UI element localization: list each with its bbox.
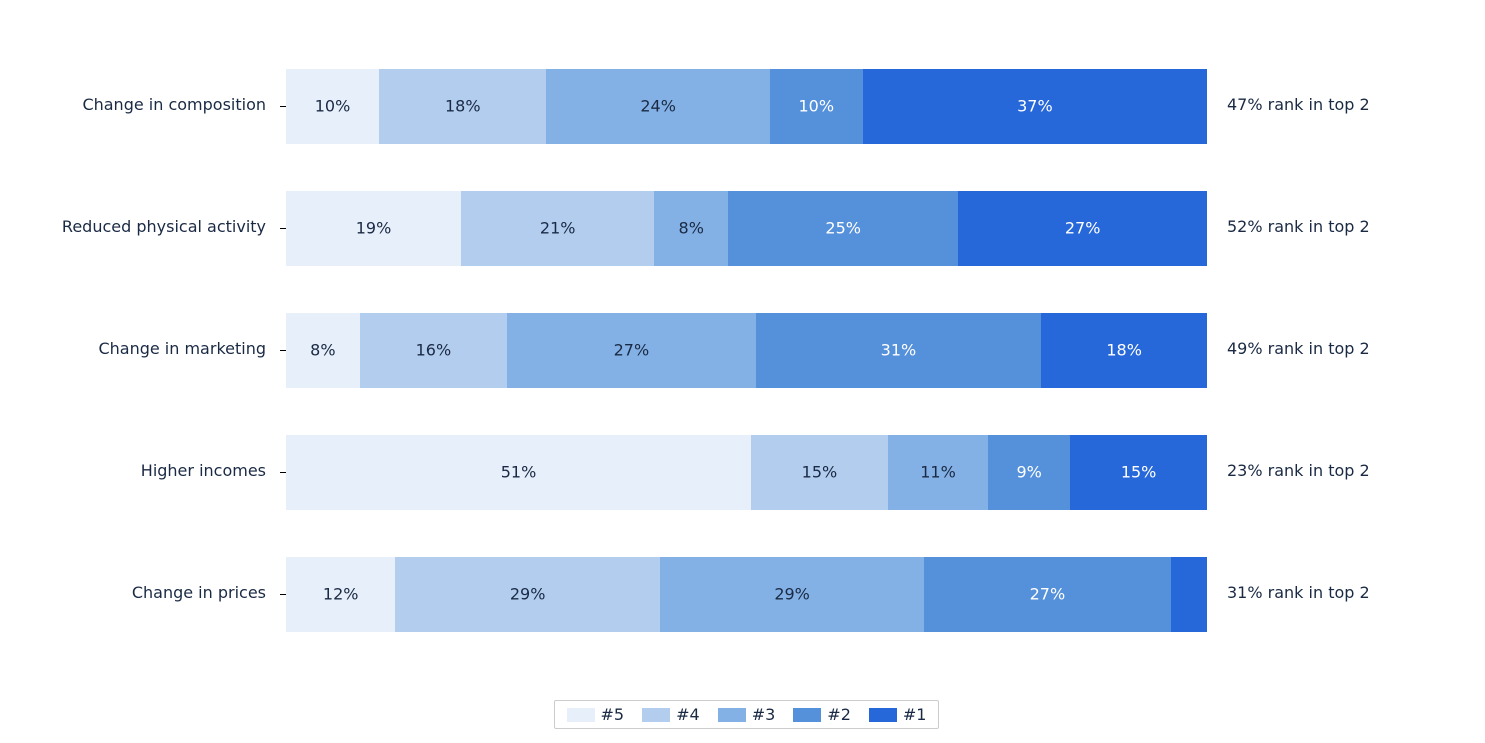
- bar-row: 8% 16% 27% 31% 18%: [286, 313, 1207, 388]
- legend-label: #1: [903, 705, 927, 724]
- segment-value-label: 10%: [798, 97, 834, 116]
- legend-label: #4: [676, 705, 700, 724]
- segment-value-label: 29%: [774, 585, 810, 604]
- segment-value-label: 16%: [416, 341, 452, 360]
- legend-swatch: [793, 708, 821, 722]
- row-annotation: 49% rank in top 2: [1227, 339, 1370, 358]
- y-axis-tick-mark: [280, 594, 286, 595]
- segment-value-label: 21%: [540, 219, 576, 238]
- bar-row: 12% 29% 29% 27%: [286, 557, 1207, 632]
- y-axis-tick-label: Change in composition: [82, 95, 266, 114]
- row-annotation: 31% rank in top 2: [1227, 583, 1370, 602]
- legend-item: #1: [869, 705, 927, 724]
- row-annotation: 52% rank in top 2: [1227, 217, 1370, 236]
- y-axis-tick-mark: [280, 106, 286, 107]
- legend-swatch: [869, 708, 897, 722]
- segment-value-label: 8%: [679, 219, 704, 238]
- legend-swatch: [642, 708, 670, 722]
- segment-value-label: 18%: [1106, 341, 1142, 360]
- legend-item: #3: [718, 705, 776, 724]
- segment-value-label: 11%: [920, 463, 956, 482]
- legend-label: #2: [827, 705, 851, 724]
- segment-value-label: 15%: [1121, 463, 1157, 482]
- segment-value-label: 19%: [356, 219, 392, 238]
- y-axis-tick-label: Change in marketing: [98, 339, 266, 358]
- segment-value-label: 12%: [323, 585, 359, 604]
- segment-value-label: 15%: [802, 463, 838, 482]
- legend-swatch: [567, 708, 595, 722]
- y-axis-tick-label: Reduced physical activity: [62, 217, 266, 236]
- segment-value-label: 18%: [445, 97, 481, 116]
- segment-value-label: 24%: [640, 97, 676, 116]
- legend-item: #2: [793, 705, 851, 724]
- bar-row: 19% 21% 8% 25% 27%: [286, 191, 1207, 266]
- legend-swatch: [718, 708, 746, 722]
- row-annotation: 23% rank in top 2: [1227, 461, 1370, 480]
- segment-value-label: 27%: [614, 341, 650, 360]
- y-axis-tick-label: Change in prices: [132, 583, 266, 602]
- plot-area: 10% 18% 24% 10% 37% 19% 21% 8% 25% 27% 8% 16% 27% 31%…: [286, 45, 1207, 665]
- segment-value-label: 25%: [825, 219, 861, 238]
- stacked-bar-chart: 10% 18% 24% 10% 37% 19% 21% 8% 25% 27% 8% 16% 27% 31%…: [0, 0, 1485, 743]
- segment-value-label: 27%: [1030, 585, 1066, 604]
- segment-value-label: 9%: [1016, 463, 1041, 482]
- legend-label: #3: [752, 705, 776, 724]
- segment-value-label: 8%: [310, 341, 335, 360]
- bar-row: 51% 15% 11% 9% 15%: [286, 435, 1207, 510]
- segment-value-label: 10%: [315, 97, 351, 116]
- segment-value-label: 51%: [501, 463, 537, 482]
- segment-value-label: 27%: [1065, 219, 1101, 238]
- y-axis-tick-mark: [280, 228, 286, 229]
- y-axis-tick-label: Higher incomes: [141, 461, 266, 480]
- segment-value-label: 31%: [881, 341, 917, 360]
- legend-item: #5: [567, 705, 625, 724]
- y-axis-tick-mark: [280, 472, 286, 473]
- bar-segment: [1171, 557, 1207, 632]
- segment-value-label: 29%: [510, 585, 546, 604]
- legend: #5 #4 #3 #2 #1: [554, 700, 940, 729]
- y-axis-tick-mark: [280, 350, 286, 351]
- legend-item: #4: [642, 705, 700, 724]
- legend-label: #5: [601, 705, 625, 724]
- segment-value-label: 37%: [1017, 97, 1053, 116]
- row-annotation: 47% rank in top 2: [1227, 95, 1370, 114]
- bar-row: 10% 18% 24% 10% 37%: [286, 69, 1207, 144]
